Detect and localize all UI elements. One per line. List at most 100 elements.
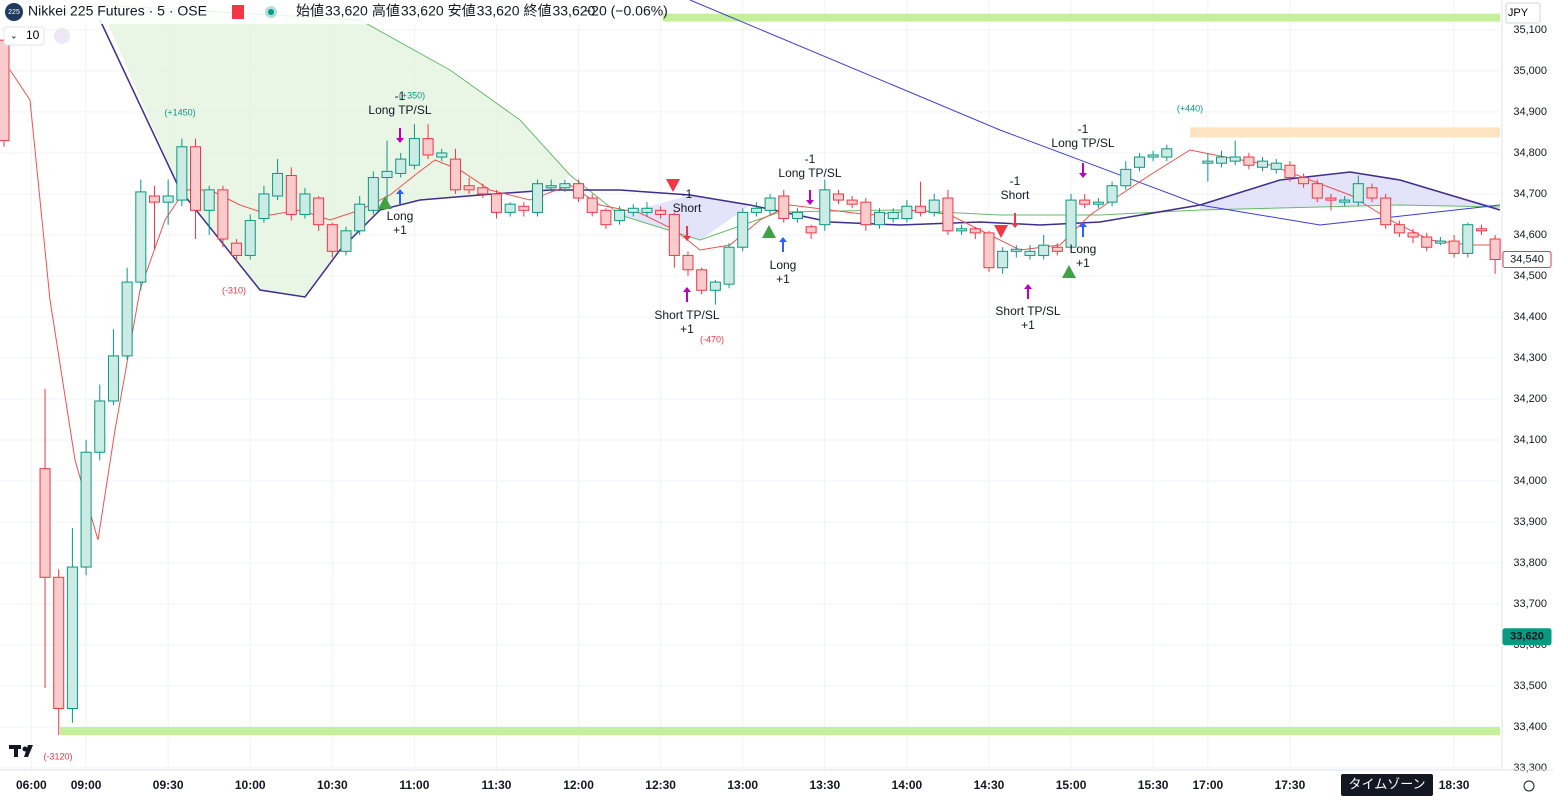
x-tick-label: 09:00 — [71, 778, 102, 792]
candle-body — [94, 400, 106, 453]
x-tick-label: 10:30 — [317, 778, 348, 792]
symbol-badge — [5, 3, 23, 21]
signal-label: +1 — [776, 272, 790, 286]
candle-body — [354, 203, 366, 232]
arrow-head — [396, 138, 404, 143]
candle-body — [586, 197, 598, 213]
arrow-head — [779, 237, 787, 242]
arrow-head — [683, 236, 691, 241]
signal-label: -1 — [1010, 174, 1021, 188]
candle-body — [901, 205, 913, 220]
candle-body — [1243, 156, 1255, 166]
currency: JPY — [1508, 7, 1529, 19]
price-tag — [1502, 251, 1552, 269]
candle-body — [477, 187, 489, 195]
signal-label: Short TP/SL — [654, 308, 719, 322]
candle-body — [1106, 185, 1118, 203]
candle-body — [559, 183, 571, 189]
candle-body — [1393, 224, 1405, 234]
candle-body — [39, 468, 51, 578]
candle-body — [956, 228, 968, 232]
candle-body — [915, 205, 927, 213]
candle-body — [272, 172, 284, 197]
candle-body — [1079, 199, 1091, 205]
candle-body — [1366, 187, 1378, 199]
candle-body — [1325, 197, 1337, 201]
candle-body — [518, 205, 530, 211]
candle-body — [997, 250, 1009, 269]
entry-marker — [378, 196, 392, 209]
arrow-head — [396, 189, 404, 194]
y-tick-label: 33,800 — [1513, 557, 1547, 569]
cloud-fill — [100, 5, 570, 297]
candle-body — [367, 177, 379, 211]
ohlc-value: 33,620 — [325, 3, 368, 19]
candle-body — [1298, 177, 1310, 185]
candle-body — [80, 451, 92, 568]
tooltip-text: タイムゾーン — [1348, 776, 1425, 791]
candle-body — [395, 158, 407, 174]
x-tick-label: 14:00 — [892, 778, 923, 792]
ohlc-value: 33,620 — [477, 3, 520, 19]
signal-label: Short — [1001, 188, 1030, 202]
tooltip — [1341, 774, 1433, 796]
signal-label: Long TP/SL — [778, 166, 841, 180]
y-tick-label: 33,500 — [1513, 680, 1547, 692]
candle-body — [805, 226, 817, 234]
y-tick-label: 34,900 — [1513, 106, 1547, 118]
settings-icon[interactable] — [1523, 780, 1535, 792]
flag — [232, 5, 244, 19]
candle-body — [1133, 156, 1145, 168]
signal-label: -1 — [1078, 122, 1089, 136]
candle-body — [107, 355, 119, 402]
signal-label: Short — [673, 201, 702, 215]
plot — [0, 0, 1500, 770]
candle-body — [449, 158, 461, 191]
candle-body — [1270, 162, 1282, 170]
sync-icon[interactable] — [54, 28, 70, 44]
candle-body — [190, 146, 202, 211]
interval: 10 — [26, 28, 40, 42]
candle-body — [764, 197, 776, 211]
header-bg — [0, 0, 660, 24]
profit-label: (+1450) — [164, 107, 195, 117]
currency-box[interactable] — [1505, 2, 1541, 24]
signal-label: +1 — [680, 322, 694, 336]
candle-body — [1311, 183, 1323, 199]
candle-body — [326, 224, 338, 252]
candle-body — [1147, 154, 1159, 158]
y-tick-label: 33,900 — [1513, 516, 1547, 528]
x-tick-label: 13:30 — [809, 778, 840, 792]
candle-body — [969, 228, 981, 234]
ohlc-label: 終値 — [523, 3, 551, 19]
candle-body — [217, 189, 229, 240]
candle-body — [1120, 168, 1132, 187]
candle-body — [258, 193, 270, 220]
price-tag — [1502, 628, 1552, 646]
candle-body — [53, 576, 65, 709]
candle-body — [1257, 160, 1269, 168]
y-tick-label: 34,300 — [1513, 352, 1547, 364]
candle-body — [422, 138, 434, 156]
candle-body — [463, 185, 475, 191]
candle-body — [668, 213, 680, 256]
candle-body — [285, 174, 297, 215]
x-tick-label: 10:00 — [235, 778, 266, 792]
candle-body — [490, 193, 502, 213]
candle-body — [887, 211, 899, 220]
signal-label: -1 — [805, 152, 816, 166]
ohlc-label: 始値 — [296, 3, 324, 19]
arrow-head — [1079, 222, 1087, 227]
candle-body — [244, 220, 256, 256]
candle-body — [1216, 156, 1228, 164]
y-tick-label: 35,000 — [1513, 65, 1547, 77]
y-tick-label: 34,100 — [1513, 434, 1547, 446]
candle-body — [1065, 199, 1077, 248]
candle-body — [545, 185, 557, 189]
x-tick-label: 14:30 — [974, 778, 1005, 792]
candle-body — [1352, 183, 1364, 203]
arrow-head — [806, 200, 814, 205]
candle-body — [1229, 156, 1241, 162]
candle-body — [0, 39, 10, 142]
interval-box[interactable] — [3, 26, 45, 46]
